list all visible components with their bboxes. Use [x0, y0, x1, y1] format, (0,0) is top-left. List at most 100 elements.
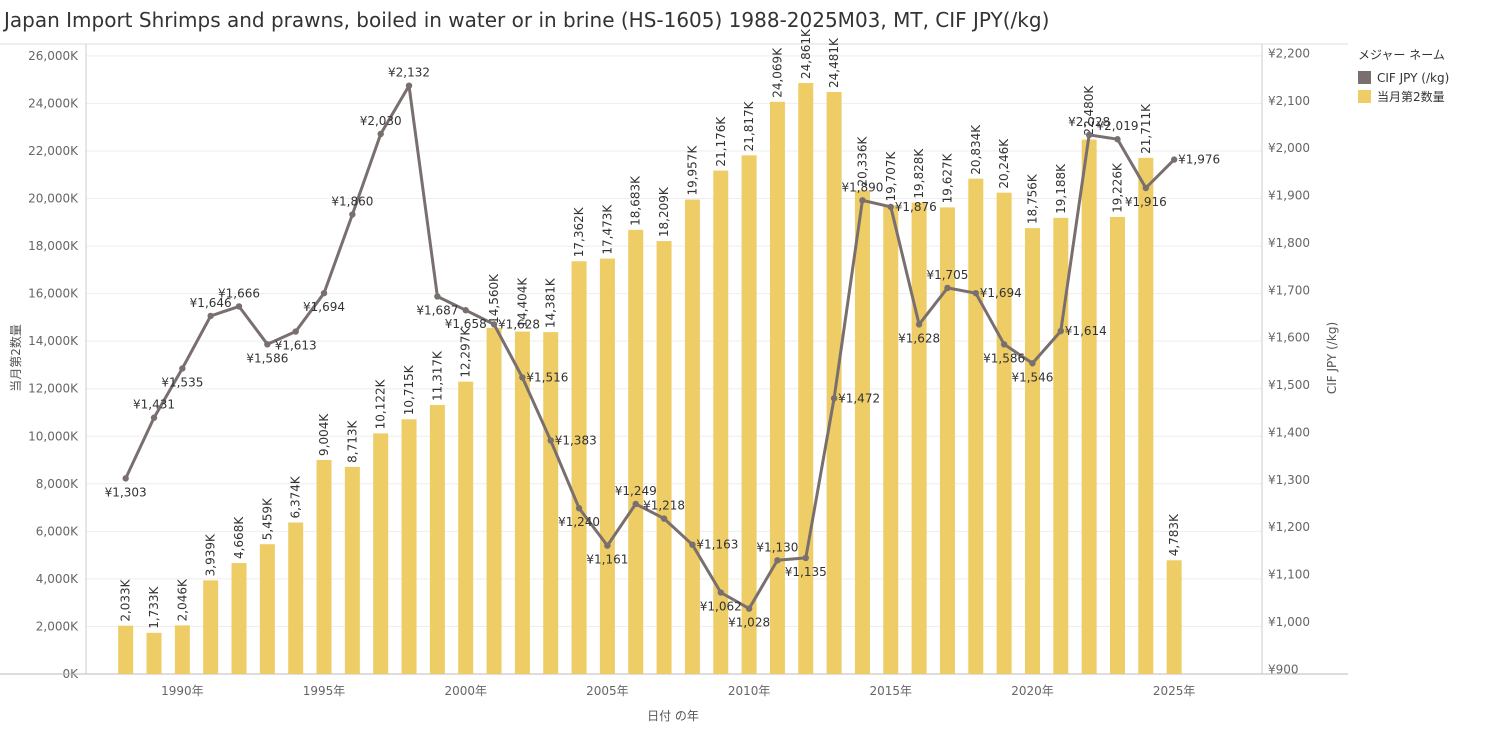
- price-point: [745, 605, 753, 612]
- price-point: [179, 365, 186, 372]
- x-tick-label: 2010年: [728, 684, 771, 698]
- bar: [1138, 157, 1154, 675]
- price-value-label: ¥1,614: [1065, 324, 1107, 338]
- price-point: [774, 557, 781, 564]
- y2-tick-label: ¥1,300: [1268, 473, 1310, 487]
- price-point: [1000, 341, 1008, 348]
- price-point: [434, 293, 441, 300]
- bar-value-label: 24,069K: [770, 47, 784, 98]
- bar: [373, 433, 389, 674]
- y2-tick-label: ¥2,000: [1268, 141, 1310, 155]
- bar-series: [118, 82, 1182, 675]
- bar: [259, 544, 275, 674]
- bar-value-label: 6,374K: [289, 475, 303, 518]
- price-point: [859, 197, 866, 204]
- bar: [514, 331, 530, 674]
- bar: [401, 419, 417, 674]
- bar-value-label: 20,246K: [997, 138, 1011, 189]
- bar-value-label: 19,957K: [685, 145, 699, 196]
- y2-tick-label: ¥1,400: [1268, 425, 1310, 439]
- bar: [854, 190, 870, 674]
- y-tick-label: 14,000K: [28, 334, 79, 348]
- y2-tick-label: ¥1,200: [1268, 520, 1310, 534]
- y2-tick-label: ¥1,800: [1268, 236, 1310, 250]
- price-value-label: ¥1,535: [161, 375, 203, 389]
- price-point: [207, 312, 214, 320]
- bar-value-label: 21,711K: [1139, 103, 1153, 154]
- price-value-label: ¥1,249: [615, 484, 657, 498]
- price-value-label: ¥1,613: [275, 339, 317, 353]
- y-tick-label: 20,000K: [28, 192, 79, 206]
- price-value-label: ¥1,658: [445, 317, 487, 331]
- y-tick-label: 12,000K: [28, 382, 79, 396]
- bar-value-label: 20,834K: [969, 124, 983, 175]
- bar-value-label: 19,707K: [884, 151, 898, 202]
- y-tick-label: 26,000K: [28, 49, 79, 63]
- price-value-label: ¥1,546: [1011, 370, 1053, 384]
- bar: [543, 332, 559, 674]
- price-point: [377, 130, 384, 138]
- price-point: [405, 82, 413, 89]
- bar: [486, 327, 502, 674]
- bar: [231, 563, 247, 674]
- legend-item-quantity[interactable]: 当月第2数量: [1358, 87, 1449, 106]
- price-value-label: ¥1,516: [526, 370, 568, 384]
- price-point: [915, 321, 923, 328]
- y-tick-label: 4,000K: [36, 572, 79, 586]
- price-value-label: ¥2,132: [388, 66, 430, 80]
- y2-tick-label: ¥2,200: [1268, 46, 1310, 60]
- bar-value-label: 9,004K: [317, 413, 331, 456]
- bar-value-label: 24,481K: [827, 37, 841, 88]
- price-value-label: ¥1,586: [246, 351, 288, 365]
- bar-value-label: 19,828K: [912, 148, 926, 199]
- y2-tick-label: ¥1,500: [1268, 378, 1310, 392]
- y2-tick-label: ¥1,000: [1268, 615, 1310, 629]
- bar: [628, 229, 644, 674]
- price-value-label: ¥1,586: [983, 351, 1025, 365]
- price-value-label: ¥1,646: [190, 296, 232, 310]
- price-point: [689, 541, 696, 548]
- x-tick-label: 2025年: [1153, 684, 1196, 698]
- x-tick-label: 1990年: [161, 684, 204, 698]
- bar-value-label: 21,817K: [742, 100, 756, 151]
- price-point: [235, 303, 243, 310]
- legend-swatch-quantity: [1358, 90, 1371, 103]
- bar-value-label: 14,560K: [487, 273, 501, 324]
- bar-value-label: 5,459K: [260, 497, 274, 540]
- bar: [826, 91, 842, 674]
- y-tick-label: 16,000K: [28, 287, 79, 301]
- bar-value-label: 18,756K: [1025, 173, 1039, 224]
- bar: [429, 404, 445, 674]
- bar: [571, 261, 587, 674]
- legend-title: メジャー ネーム: [1358, 48, 1445, 62]
- price-point: [349, 211, 356, 218]
- price-value-label: ¥1,028: [728, 616, 770, 630]
- price-value-label: ¥1,860: [331, 195, 373, 209]
- y2-tick-label: ¥1,600: [1268, 331, 1310, 345]
- bar: [458, 381, 474, 674]
- bar: [1053, 217, 1069, 674]
- bar-value-label: 19,188K: [1054, 163, 1068, 214]
- bar: [599, 258, 615, 674]
- legend-item-cif[interactable]: CIF JPY (/kg): [1358, 68, 1449, 87]
- bar: [1081, 139, 1097, 674]
- bar-value-label: 14,404K: [515, 277, 529, 328]
- price-point: [1029, 360, 1036, 367]
- price-value-label: ¥1,161: [586, 553, 628, 567]
- price-point: [887, 203, 894, 211]
- bar-value-label: 11,317K: [430, 350, 444, 401]
- price-point: [575, 505, 583, 512]
- price-value-label: ¥1,666: [218, 286, 260, 300]
- price-point: [660, 515, 668, 522]
- bar-value-label: 18,683K: [629, 175, 643, 226]
- legend-swatch-cif: [1358, 71, 1371, 84]
- bar: [174, 625, 190, 674]
- bar: [146, 632, 162, 674]
- bar-value-label: 4,783K: [1167, 513, 1181, 556]
- legend: メジャー ネーム CIF JPY (/kg) 当月第2数量: [1358, 46, 1449, 106]
- price-point: [490, 321, 498, 328]
- price-point: [264, 341, 271, 348]
- price-value-label: ¥1,240: [558, 515, 600, 529]
- y2-tick-label: ¥1,100: [1268, 568, 1310, 582]
- y2-tick-label: ¥1,700: [1268, 283, 1310, 297]
